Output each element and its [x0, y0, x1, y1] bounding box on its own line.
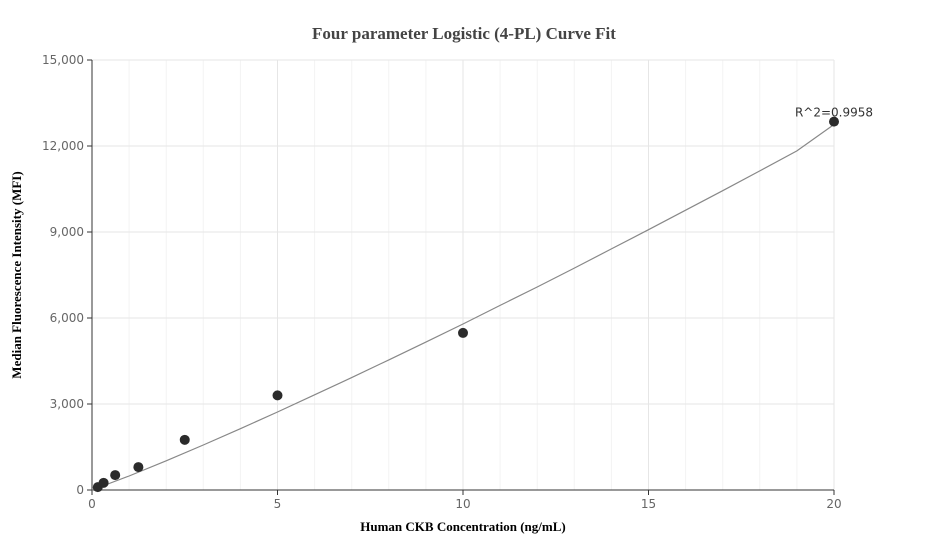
data-point — [458, 327, 468, 338]
chart-title: Four parameter Logistic (4-PL) Curve Fit — [312, 24, 616, 43]
data-point — [133, 462, 144, 473]
fit-curve-group — [91, 124, 835, 491]
data-point — [179, 434, 190, 445]
y-tick-label: 12,000 — [42, 139, 84, 153]
data-points — [92, 116, 839, 493]
data-point — [272, 390, 283, 401]
r-squared-annotation: R^2=0.9958 — [795, 106, 873, 120]
x-tick-label: 15 — [641, 497, 656, 511]
x-axis-ticks: 0 5 10 15 20 — [88, 490, 842, 511]
y-tick-label: 3,000 — [50, 397, 84, 411]
y-tick-label: 6,000 — [50, 311, 84, 325]
y-tick-label: 0 — [76, 483, 84, 497]
y-tick-label: 9,000 — [50, 225, 84, 239]
y-axis-ticks: 0 3,000 6,000 9,000 12,000 15,000 — [42, 53, 92, 497]
data-point — [829, 116, 839, 127]
minor-gridlines — [128, 60, 798, 490]
x-tick-label: 20 — [826, 497, 841, 511]
x-axis-title: Human CKB Concentration (ng/mL) — [360, 519, 565, 534]
x-tick-label: 10 — [455, 497, 470, 511]
y-tick-label: 15,000 — [42, 53, 84, 67]
data-point — [98, 477, 109, 488]
x-tick-label: 0 — [88, 497, 96, 511]
fit-curve — [91, 124, 835, 491]
data-point — [110, 470, 121, 481]
y-axis-title: Median Fluorescence Intensity (MFI) — [9, 171, 24, 378]
major-gridlines — [92, 59, 835, 490]
x-tick-label: 5 — [274, 497, 282, 511]
